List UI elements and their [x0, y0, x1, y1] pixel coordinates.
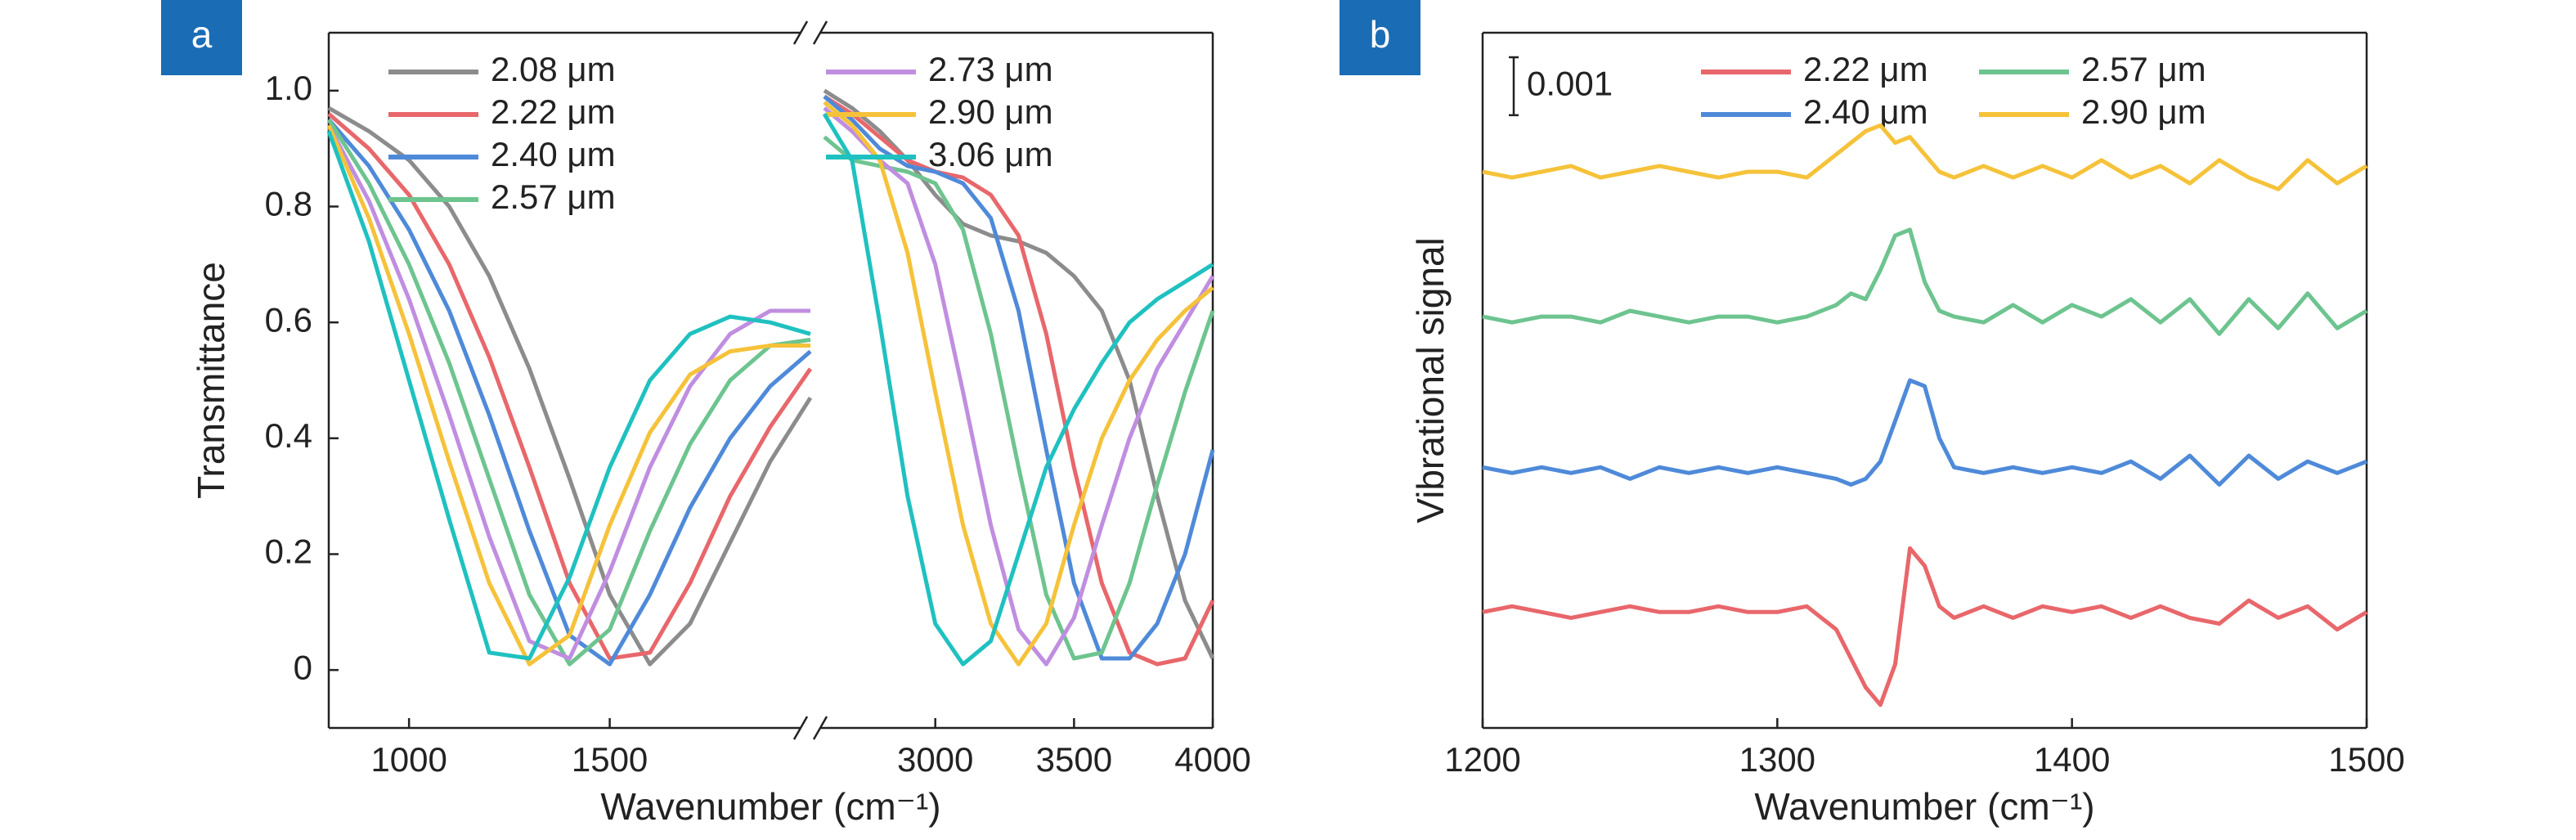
- x-tick-label: 1500: [2328, 740, 2404, 779]
- x-tick-label: 3000: [897, 740, 973, 779]
- panel-label-box: [161, 0, 242, 75]
- data-line: [822, 112, 1214, 667]
- x-tick-label: 1500: [572, 740, 648, 779]
- scale-bar-label: 0.001: [1527, 65, 1613, 103]
- data-line: [327, 112, 813, 661]
- legend-label: 2.57 μm: [2081, 50, 2206, 88]
- y-axis-label: Vibrational signal: [1409, 237, 1452, 523]
- panel-label-box: [1340, 0, 1420, 75]
- legend-label: 2.90 μm: [2081, 92, 2206, 131]
- data-line: [326, 124, 810, 667]
- data-line: [1482, 123, 2368, 191]
- panel-label: b: [1370, 13, 1391, 56]
- data-line: [823, 106, 1215, 667]
- x-axis-label: Wavenumber (cm⁻¹): [600, 785, 940, 828]
- legend-label: 2.40 μm: [1803, 92, 1928, 131]
- x-tick-label: 1200: [1444, 740, 1520, 779]
- legend-label: 2.22 μm: [491, 92, 616, 131]
- data-line: [1482, 378, 2367, 487]
- x-tick-label: 1300: [1739, 740, 1815, 779]
- y-tick-label: 0.2: [265, 532, 312, 571]
- data-line: [823, 94, 1215, 661]
- data-line: [326, 124, 810, 661]
- axis-break: [812, 20, 828, 45]
- data-line: [823, 94, 1215, 667]
- panel-label: a: [191, 13, 213, 56]
- axis-break: [812, 716, 828, 740]
- legend-label: 2.40 μm: [491, 135, 616, 173]
- x-tick-label: 1000: [370, 740, 447, 779]
- y-tick-label: 0.4: [265, 416, 312, 455]
- axis-break: [792, 716, 809, 740]
- legend-label: 2.22 μm: [1803, 50, 1928, 88]
- data-line: [823, 101, 1214, 667]
- data-line: [326, 118, 811, 667]
- legend-label: 2.57 μm: [491, 177, 616, 216]
- x-tick-label: 1400: [2034, 740, 2110, 779]
- data-line: [823, 135, 1215, 661]
- y-tick-label: 0.6: [265, 300, 312, 339]
- axis-break: [792, 20, 809, 45]
- legend-label: 2.73 μm: [928, 50, 1053, 88]
- data-line: [326, 130, 811, 661]
- y-axis-label: Transmittance: [190, 262, 232, 499]
- x-tick-label: 3500: [1036, 740, 1112, 779]
- x-tick-label: 4000: [1174, 740, 1250, 779]
- y-tick-label: 0: [294, 648, 312, 686]
- y-tick-label: 1.0: [265, 69, 312, 107]
- data-line: [1482, 546, 2368, 707]
- y-tick-label: 0.8: [265, 185, 312, 223]
- legend-label: 3.06 μm: [928, 135, 1053, 173]
- legend-label: 2.90 μm: [928, 92, 1053, 131]
- data-line: [327, 106, 813, 667]
- data-line: [1482, 227, 2368, 336]
- x-axis-label: Wavenumber (cm⁻¹): [1754, 785, 2094, 828]
- legend-label: 2.08 μm: [491, 50, 616, 88]
